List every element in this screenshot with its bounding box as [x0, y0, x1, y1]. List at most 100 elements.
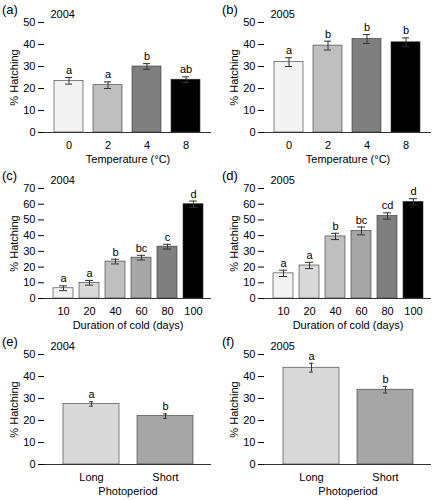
svg-text:30: 30: [243, 245, 255, 257]
svg-text:40: 40: [23, 370, 35, 382]
svg-text:0: 0: [249, 292, 255, 304]
svg-text:20: 20: [243, 414, 255, 426]
svg-text:100: 100: [404, 305, 422, 317]
svg-text:80: 80: [381, 305, 393, 317]
svg-text:10: 10: [243, 276, 255, 288]
svg-text:2004: 2004: [51, 8, 75, 20]
svg-text:10: 10: [23, 104, 35, 116]
svg-text:bc: bc: [356, 214, 368, 226]
svg-text:Long: Long: [299, 471, 323, 483]
svg-text:0: 0: [29, 458, 35, 470]
svg-text:10: 10: [23, 276, 35, 288]
svg-text:50: 50: [23, 16, 35, 28]
svg-text:0: 0: [29, 292, 35, 304]
svg-text:10: 10: [243, 436, 255, 448]
svg-text:a: a: [60, 272, 67, 284]
svg-text:40: 40: [243, 370, 255, 382]
svg-text:0: 0: [29, 126, 35, 138]
svg-text:a: a: [66, 64, 73, 76]
svg-text:80: 80: [161, 305, 173, 317]
svg-text:% Hatching: % Hatching: [228, 49, 240, 105]
svg-text:100: 100: [184, 305, 202, 317]
svg-text:ab: ab: [180, 63, 192, 75]
svg-text:a: a: [308, 350, 315, 362]
svg-text:cd: cd: [382, 199, 394, 211]
svg-text:% Hatching: % Hatching: [228, 215, 240, 271]
svg-text:% Hatching: % Hatching: [8, 49, 20, 105]
svg-text:a: a: [88, 388, 95, 400]
svg-text:20: 20: [23, 82, 35, 94]
svg-text:Temperature (°C): Temperature (°C): [306, 153, 390, 165]
svg-text:10: 10: [23, 436, 35, 448]
svg-text:20: 20: [23, 261, 35, 273]
svg-text:2005: 2005: [271, 8, 295, 20]
svg-text:20: 20: [243, 82, 255, 94]
svg-text:40: 40: [329, 305, 341, 317]
svg-text:8: 8: [403, 139, 409, 151]
svg-text:0: 0: [286, 139, 292, 151]
svg-text:a: a: [306, 249, 313, 261]
svg-text:70: 70: [23, 182, 35, 194]
svg-text:50: 50: [243, 16, 255, 28]
svg-text:Duration of cold (days): Duration of cold (days): [293, 319, 404, 331]
svg-text:d: d: [410, 185, 416, 197]
svg-text:% Hatching: % Hatching: [8, 215, 20, 271]
svg-text:b: b: [332, 220, 338, 232]
svg-text:60: 60: [23, 198, 35, 210]
svg-text:b: b: [162, 400, 168, 412]
svg-text:20: 20: [243, 261, 255, 273]
svg-text:50: 50: [243, 348, 255, 360]
svg-text:b: b: [144, 50, 150, 62]
svg-text:30: 30: [243, 60, 255, 72]
svg-text:2004: 2004: [51, 340, 75, 352]
svg-text:30: 30: [23, 245, 35, 257]
svg-text:40: 40: [109, 305, 121, 317]
svg-text:a: a: [286, 44, 293, 56]
svg-text:50: 50: [243, 213, 255, 225]
svg-text:Short: Short: [372, 471, 398, 483]
svg-text:4: 4: [144, 139, 150, 151]
svg-text:b: b: [112, 246, 118, 258]
svg-text:40: 40: [243, 229, 255, 241]
svg-text:50: 50: [23, 348, 35, 360]
svg-text:40: 40: [23, 229, 35, 241]
svg-text:50: 50: [23, 213, 35, 225]
svg-text:0: 0: [249, 126, 255, 138]
svg-text:8: 8: [183, 139, 189, 151]
svg-text:a: a: [105, 68, 112, 80]
svg-text:c: c: [165, 231, 171, 243]
svg-text:10: 10: [57, 305, 69, 317]
svg-text:d: d: [190, 188, 196, 200]
svg-text:Duration of cold (days): Duration of cold (days): [73, 319, 184, 331]
svg-text:20: 20: [83, 305, 95, 317]
svg-text:b: b: [403, 24, 409, 36]
svg-text:b: b: [364, 21, 370, 33]
svg-text:60: 60: [355, 305, 367, 317]
svg-text:2005: 2005: [271, 340, 295, 352]
svg-text:4: 4: [364, 139, 370, 151]
svg-text:% Hatching: % Hatching: [228, 381, 240, 437]
svg-text:40: 40: [23, 38, 35, 50]
svg-text:Long: Long: [79, 471, 103, 483]
svg-text:30: 30: [23, 392, 35, 404]
svg-text:Photoperiod: Photoperiod: [98, 485, 157, 497]
svg-text:Short: Short: [152, 471, 178, 483]
svg-text:2: 2: [325, 139, 331, 151]
svg-text:Photoperiod: Photoperiod: [318, 485, 377, 497]
svg-text:10: 10: [243, 104, 255, 116]
svg-text:2: 2: [105, 139, 111, 151]
svg-text:0: 0: [249, 458, 255, 470]
svg-text:30: 30: [23, 60, 35, 72]
svg-text:bc: bc: [136, 242, 148, 254]
svg-text:b: b: [382, 373, 388, 385]
svg-text:Temperature (°C): Temperature (°C): [86, 153, 170, 165]
svg-text:10: 10: [277, 305, 289, 317]
svg-text:0: 0: [66, 139, 72, 151]
svg-text:% Hatching: % Hatching: [8, 381, 20, 437]
svg-text:20: 20: [23, 414, 35, 426]
svg-text:a: a: [280, 257, 287, 269]
svg-text:60: 60: [243, 198, 255, 210]
svg-text:b: b: [325, 28, 331, 40]
svg-text:60: 60: [135, 305, 147, 317]
svg-text:70: 70: [243, 182, 255, 194]
